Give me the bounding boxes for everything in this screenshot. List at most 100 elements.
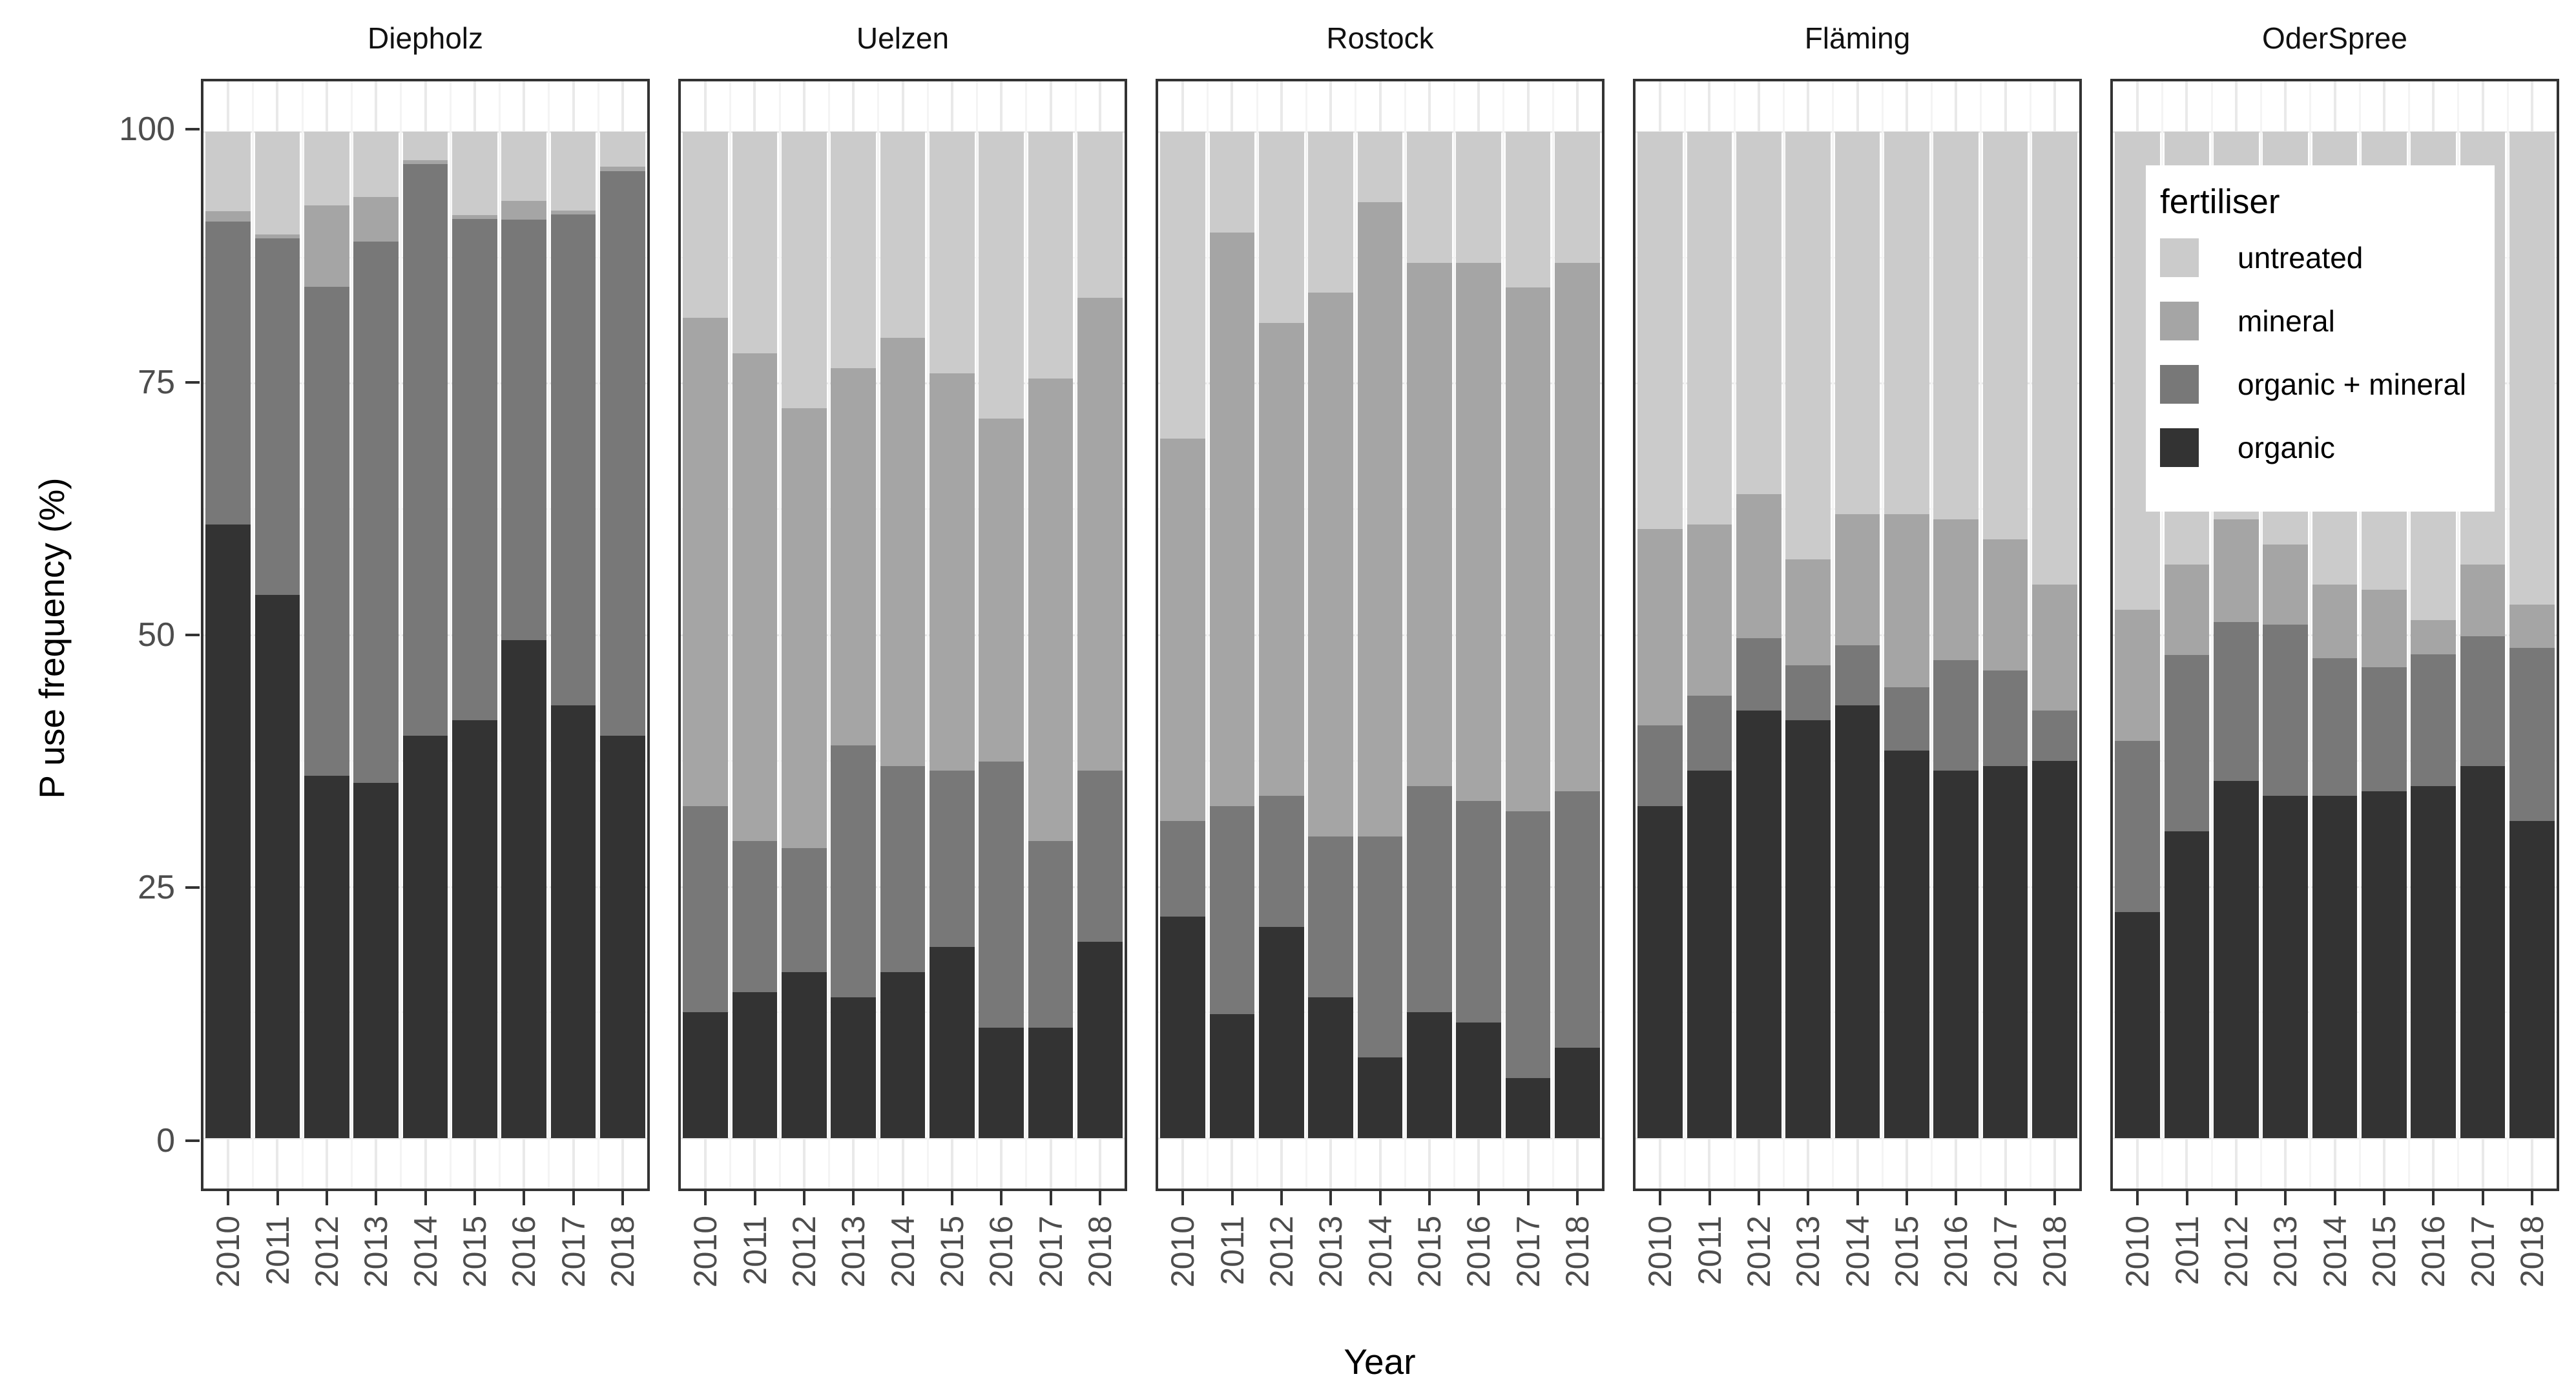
segment-organic (1456, 1022, 1501, 1139)
segment-organic (782, 972, 827, 1139)
segment-mineral (304, 205, 349, 287)
segment-mineral (2509, 605, 2555, 649)
y-axis-tick-label: 0 (156, 1121, 175, 1159)
y-axis-tick (185, 1139, 200, 1142)
segment-organic-mineral (1407, 785, 1452, 1013)
bar-rostock-2012 (1259, 131, 1304, 1139)
bar-uelzen-2011 (732, 131, 778, 1139)
x-axis-tick-label-text: 2010 (1165, 1216, 1201, 1288)
segment-organic (1982, 765, 2028, 1139)
gridline-x-minor (1025, 81, 1028, 1189)
gridline-x-minor (1502, 81, 1505, 1189)
segment-untreated (304, 131, 349, 205)
segment-untreated (1687, 131, 1732, 525)
x-axis-tick-label-text: 2010 (1642, 1216, 1679, 1288)
x-axis-tick (523, 1191, 526, 1205)
segment-organic (501, 639, 546, 1139)
y-axis-tick (185, 128, 200, 131)
x-axis-tick (1000, 1191, 1003, 1205)
x-axis-tick-label-text: 2018 (1081, 1216, 1118, 1288)
segment-mineral (2263, 544, 2308, 625)
segment-organic-mineral (2509, 648, 2555, 822)
x-axis-tick (473, 1191, 476, 1205)
segment-organic-mineral (1933, 660, 1979, 771)
x-axis-tick-label-text: 2013 (1313, 1216, 1349, 1288)
segment-mineral (254, 234, 300, 239)
segment-untreated (782, 131, 827, 409)
bar-diepholz-2017 (550, 131, 596, 1139)
y-axis-tick (185, 634, 200, 636)
segment-organic (2263, 796, 2308, 1139)
gridline-x-minor (449, 81, 452, 1189)
segment-organic-mineral (1357, 836, 1403, 1058)
segment-untreated (1456, 131, 1501, 263)
gridline-x-minor (1930, 81, 1933, 1189)
bar-diepholz-2013 (353, 131, 399, 1139)
segment-mineral (2164, 564, 2210, 656)
segment-untreated (353, 131, 399, 198)
gridline-x-minor (1881, 81, 1884, 1189)
segment-organic-mineral (550, 214, 596, 706)
bar-fl-ming-2017 (1982, 131, 2028, 1139)
bar-diepholz-2018 (600, 131, 645, 1139)
segment-organic-mineral (1555, 791, 1600, 1048)
segment-organic (880, 972, 926, 1139)
segment-mineral (205, 211, 251, 222)
gridline-x-minor (1453, 81, 1455, 1189)
gridline-x-minor (1404, 81, 1406, 1189)
x-axis-tick (1280, 1191, 1283, 1205)
segment-mineral (880, 338, 926, 766)
gridline-x-minor (2358, 81, 2361, 1189)
bar-oderspree-2010 (2115, 131, 2160, 1139)
gridline-x-minor (2457, 81, 2460, 1189)
gridline-x-minor (2259, 81, 2262, 1189)
segment-organic-mineral (1160, 821, 1205, 917)
x-axis-tick-label: 2018 (1082, 1216, 1154, 1287)
x-axis-tick-label-text: 2015 (933, 1216, 970, 1288)
segment-mineral (1357, 202, 1403, 836)
x-axis-tick-label-text: 2018 (1559, 1216, 1595, 1288)
segment-mineral (550, 210, 596, 214)
x-axis-tick (1329, 1191, 1333, 1205)
facet-title-diepholz: Diepholz (368, 21, 483, 55)
segment-organic (1077, 942, 1123, 1139)
segment-organic (732, 992, 778, 1139)
segment-organic-mineral (1028, 841, 1074, 1028)
x-axis-tick-label-text: 2013 (358, 1216, 395, 1288)
segment-mineral (600, 167, 645, 171)
y-axis-tick-label: 50 (138, 616, 175, 654)
segment-organic-mineral (1077, 771, 1123, 942)
gridline-x-minor (2506, 81, 2509, 1189)
bar-fl-ming-2012 (1736, 131, 1781, 1139)
x-axis-tick (901, 1191, 904, 1205)
y-axis-tick-label: 25 (138, 869, 175, 907)
x-axis-tick (1428, 1191, 1431, 1205)
x-axis-tick-label-text: 2010 (2119, 1216, 2156, 1288)
segment-organic-mineral (2411, 654, 2456, 786)
segment-untreated (979, 131, 1024, 419)
segment-organic (1555, 1047, 1600, 1139)
bar-oderspree-2018 (2509, 131, 2555, 1139)
segment-untreated (1028, 131, 1074, 379)
segment-mineral (1028, 378, 1074, 842)
segment-mineral (402, 160, 448, 164)
segment-mineral (2312, 585, 2358, 658)
bar-uelzen-2013 (831, 131, 876, 1139)
x-axis-title: Year (1344, 1342, 1416, 1382)
x-axis-tick (375, 1191, 378, 1205)
segment-organic (1637, 805, 1683, 1139)
segment-organic (2509, 821, 2555, 1139)
x-axis-tick (753, 1191, 756, 1205)
panel-diepholz (201, 79, 650, 1191)
segment-mineral (2214, 519, 2259, 622)
segment-mineral (452, 215, 497, 220)
segment-untreated (831, 131, 876, 369)
segment-mineral (732, 353, 778, 842)
gridline-x-minor (729, 81, 732, 1189)
x-axis-tick (1231, 1191, 1234, 1205)
segment-mineral (2032, 585, 2077, 711)
segment-organic (1834, 705, 1880, 1139)
segment-mineral (831, 368, 876, 746)
segment-organic-mineral (1736, 638, 1781, 711)
gridline-x-minor (400, 81, 402, 1189)
